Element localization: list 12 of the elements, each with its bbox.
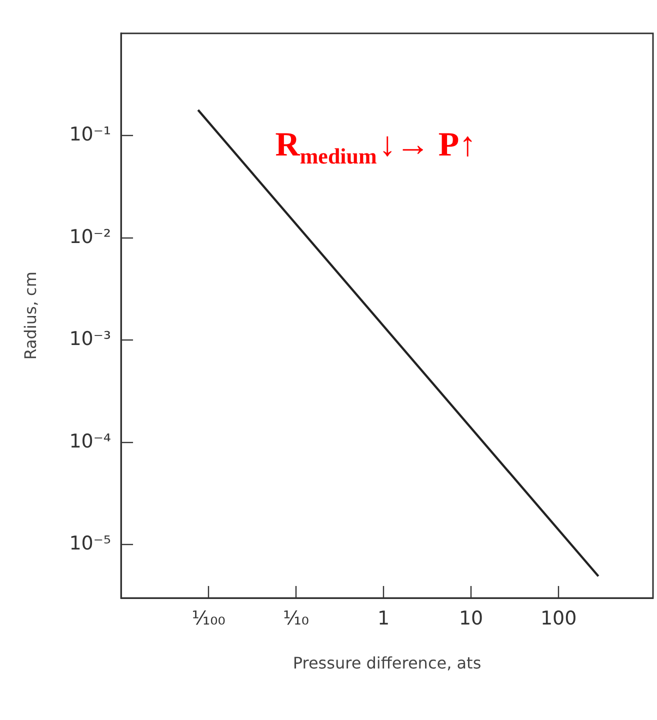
x-tick-label: ¹⁄₁₀₀ <box>192 607 226 630</box>
x-tick-label: 10 <box>458 607 484 630</box>
x-tick-label: 100 <box>540 607 577 630</box>
x-tick-label: ¹⁄₁₀ <box>283 607 310 630</box>
x-tick-label: 1 <box>378 607 390 630</box>
y-tick-label: 10⁻² <box>69 226 112 248</box>
x-axis-title: Pressure difference, ats <box>292 654 482 673</box>
y-tick-label: 10⁻⁵ <box>69 532 112 554</box>
y-axis-title: Radius, cm <box>20 272 40 360</box>
y-tick-label: 10⁻³ <box>69 328 112 350</box>
y-tick-label: 10⁻⁴ <box>69 430 112 452</box>
y-tick-label: 10⁻¹ <box>69 124 112 146</box>
